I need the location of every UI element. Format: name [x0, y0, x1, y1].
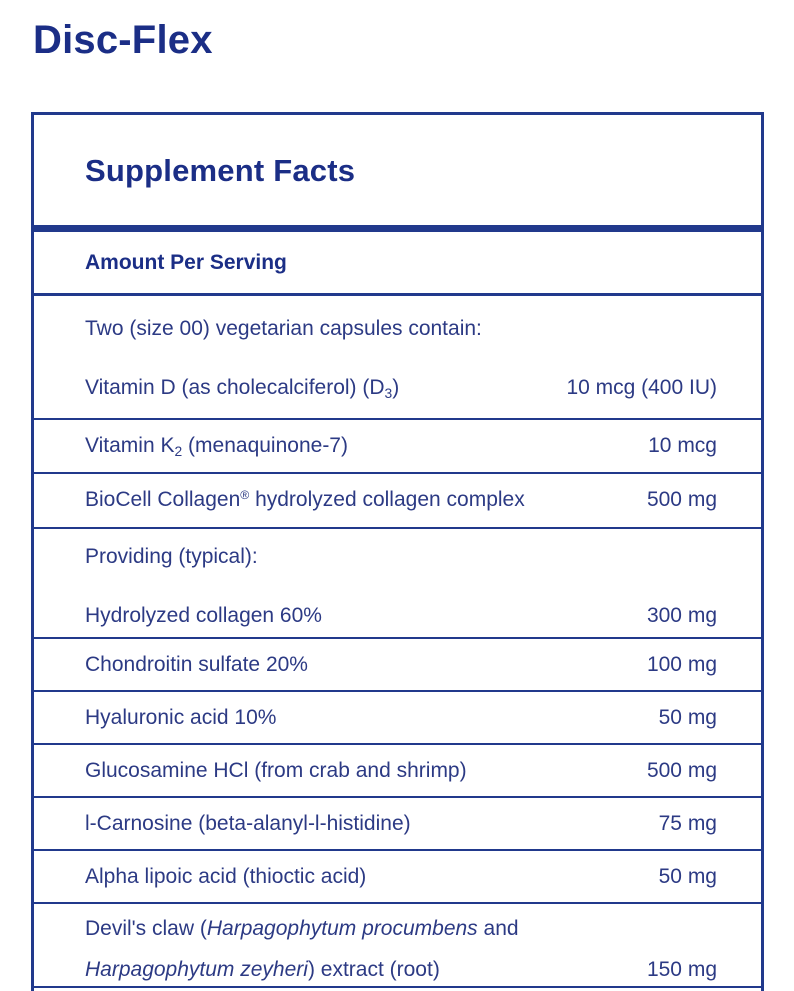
- ingredient-line: Vitamin D (as cholecalciferol) (D3) 10 mc…: [85, 375, 717, 402]
- facts-rows: Two (size 00) vegetarian capsules contai…: [34, 296, 761, 988]
- row-intro-line: Providing (typical):: [85, 544, 717, 570]
- divider-thick: [34, 225, 761, 232]
- ingredient-amount: 150 mg: [646, 958, 717, 981]
- ingredient-label: Hyaluronic acid 10%: [85, 706, 277, 729]
- ingredient-label: l-Carnosine (beta-alanyl-l-histidine): [85, 812, 411, 835]
- page-title: Disc-Flex: [33, 18, 213, 62]
- ingredient-line: Alpha lipoic acid (thioctic acid) 50 mg: [85, 864, 717, 890]
- ingredient-label: Two (size 00) vegetarian capsules contai…: [85, 317, 482, 340]
- ingredient-label: BioCell Collagen® hydrolyzed collagen co…: [85, 488, 525, 511]
- ingredient-line: Hydrolyzed collagen 60% 300 mg: [85, 603, 717, 629]
- amount-per-serving-heading: Amount Per Serving: [85, 250, 287, 274]
- ingredient-amount: 100 mg: [646, 653, 717, 676]
- ingredient-line: Hyaluronic acid 10% 50 mg: [85, 705, 717, 731]
- ingredient-label: Glucosamine HCl (from crab and shrimp): [85, 759, 467, 782]
- table-row: Chondroitin sulfate 20% 100 mg: [34, 639, 761, 692]
- ingredient-line: BioCell Collagen® hydrolyzed collagen co…: [85, 487, 717, 515]
- ingredient-line: Chondroitin sulfate 20% 100 mg: [85, 652, 717, 678]
- ingredient-amount: 50 mg: [658, 706, 717, 729]
- ingredient-amount: 10 mcg: [648, 434, 717, 457]
- table-row: Providing (typical): Hydrolyzed collagen …: [34, 529, 761, 639]
- ingredient-label: Alpha lipoic acid (thioctic acid): [85, 865, 367, 888]
- ingredient-line: Harpagophytum zeyheri) extract (root) 150…: [85, 957, 717, 983]
- supplement-facts-heading: Supplement Facts: [85, 153, 356, 188]
- ingredient-line: Devil's claw (Harpagophytum procumbens a…: [85, 916, 717, 942]
- ingredient-label: Providing (typical):: [85, 545, 258, 568]
- ingredient-label: Hydrolyzed collagen 60%: [85, 604, 322, 627]
- ingredient-amount: 50 mg: [658, 865, 717, 888]
- ingredient-amount: 500 mg: [646, 488, 717, 511]
- table-row: Two (size 00) vegetarian capsules contai…: [34, 296, 761, 420]
- table-row: l-Carnosine (beta-alanyl-l-histidine) 75 …: [34, 798, 761, 851]
- ingredient-label: Devil's claw (Harpagophytum procumbens a…: [85, 917, 519, 940]
- ingredient-line: Vitamin K2 (menaquinone-7) 10 mcg: [85, 433, 717, 460]
- ingredient-label: Vitamin K2 (menaquinone-7): [85, 434, 348, 459]
- table-row: Glucosamine HCl (from crab and shrimp) 50…: [34, 745, 761, 798]
- ingredient-line: Glucosamine HCl (from crab and shrimp) 50…: [85, 758, 717, 784]
- table-row: Alpha lipoic acid (thioctic acid) 50 mg: [34, 851, 761, 904]
- row-intro-line: Two (size 00) vegetarian capsules contai…: [85, 316, 717, 342]
- table-row: Hyaluronic acid 10% 50 mg: [34, 692, 761, 745]
- ingredient-label: Chondroitin sulfate 20%: [85, 653, 308, 676]
- ingredient-label: Vitamin D (as cholecalciferol) (D3): [85, 376, 400, 401]
- ingredient-amount: 75 mg: [658, 812, 717, 835]
- ingredient-label: Harpagophytum zeyheri) extract (root): [85, 958, 440, 981]
- ingredient-amount: 500 mg: [646, 759, 717, 782]
- table-row: Devil's claw (Harpagophytum procumbens a…: [34, 904, 761, 988]
- ingredient-amount: 300 mg: [646, 604, 717, 627]
- divider-medium: [34, 293, 761, 296]
- table-row: Vitamin K2 (menaquinone-7) 10 mcg: [34, 420, 761, 474]
- table-row: BioCell Collagen® hydrolyzed collagen co…: [34, 474, 761, 529]
- ingredient-amount: 10 mcg (400 IU): [566, 376, 717, 399]
- ingredient-line: l-Carnosine (beta-alanyl-l-histidine) 75 …: [85, 811, 717, 837]
- supplement-facts-panel: Supplement Facts Amount Per Serving Two …: [31, 112, 764, 991]
